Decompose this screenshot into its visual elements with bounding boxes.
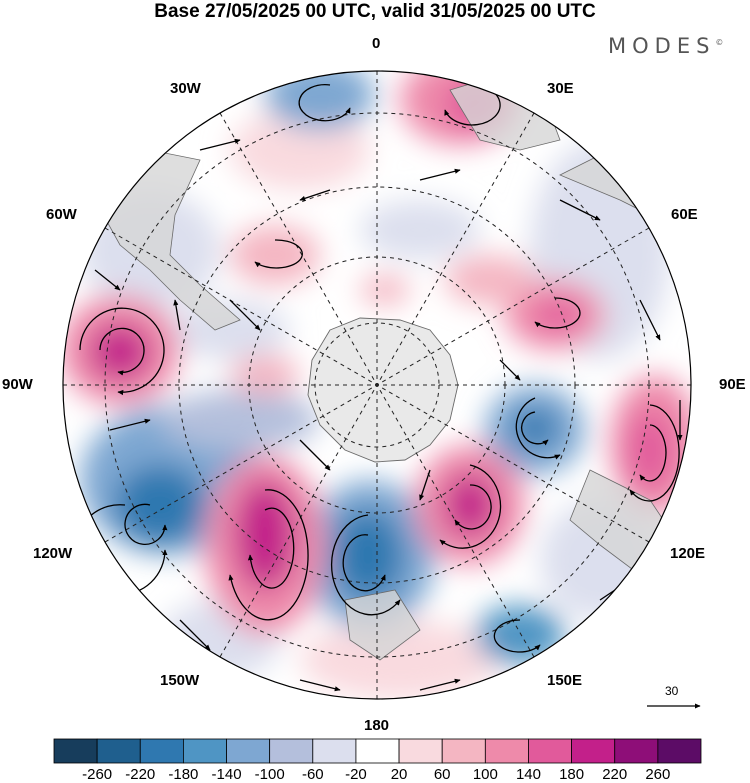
- colorbar-swatch: [657, 738, 702, 764]
- colorbar-swatch: [484, 738, 529, 764]
- colorbar-tick-label: 180: [559, 766, 585, 783]
- colorbar-tick-label: 60: [433, 766, 451, 783]
- colorbar-swatch: [139, 738, 184, 764]
- lon-label-60w: 60W: [46, 206, 77, 223]
- reference-vector-value: 30: [665, 684, 679, 698]
- wind-vectors: [74, 84, 683, 692]
- graticule: [63, 71, 691, 699]
- antarctica: [307, 317, 459, 463]
- colorbar-swatch: [398, 738, 443, 764]
- colorbar-tick-label: -140: [211, 766, 242, 783]
- map-title: Base 27/05/2025 00 UTC, valid 31/05/2025…: [154, 1, 596, 22]
- modes-logo: MODES©: [608, 34, 724, 58]
- colorbar-tick-label: 260: [645, 766, 671, 783]
- lon-label-0: 0: [372, 35, 381, 52]
- map-boundary: [62, 70, 692, 700]
- colorbar-tick-label: 220: [602, 766, 628, 783]
- colorbar-swatch: [355, 738, 400, 764]
- colorbar-tick-label: 100: [472, 766, 498, 783]
- colorbar-tick-label: 140: [515, 766, 541, 783]
- colorbar-tick-label: -100: [254, 766, 285, 783]
- anomaly-field: [63, 71, 691, 699]
- colorbar-swatch: [528, 738, 573, 764]
- lon-label-30w: 30W: [170, 80, 201, 97]
- lon-label-30e: 30E: [547, 80, 574, 97]
- lon-label-150e: 150E: [547, 672, 583, 689]
- lon-label-120w: 120W: [33, 545, 73, 562]
- colorbar-tick-label: -180: [168, 766, 199, 783]
- lon-label-90w: 90W: [2, 376, 33, 393]
- colorbar-tick-label: -20: [345, 766, 367, 783]
- colorbar-tick-label: -260: [82, 766, 113, 783]
- colorbar: [53, 738, 702, 764]
- lon-label-120e: 120E: [670, 545, 706, 562]
- colorbar-swatch: [269, 738, 314, 764]
- lon-label-180: 180: [364, 717, 390, 734]
- colorbar-swatch: [441, 738, 486, 764]
- colorbar-tick-label: 20: [390, 766, 408, 783]
- lon-label-60e: 60E: [671, 206, 698, 223]
- lon-label-150w: 150W: [160, 672, 200, 689]
- colorbar-swatch: [182, 738, 227, 764]
- colorbar-swatch: [571, 738, 616, 764]
- colorbar-tick-label: -220: [125, 766, 156, 783]
- colorbar-swatch: [312, 738, 357, 764]
- colorbar-swatch: [226, 738, 271, 764]
- colorbar-swatch: [96, 738, 141, 764]
- colorbar-swatch: [53, 738, 98, 764]
- colorbar-tick-label: -60: [301, 766, 324, 783]
- lon-label-90e: 90E: [719, 376, 746, 393]
- colorbar-swatch: [614, 738, 659, 764]
